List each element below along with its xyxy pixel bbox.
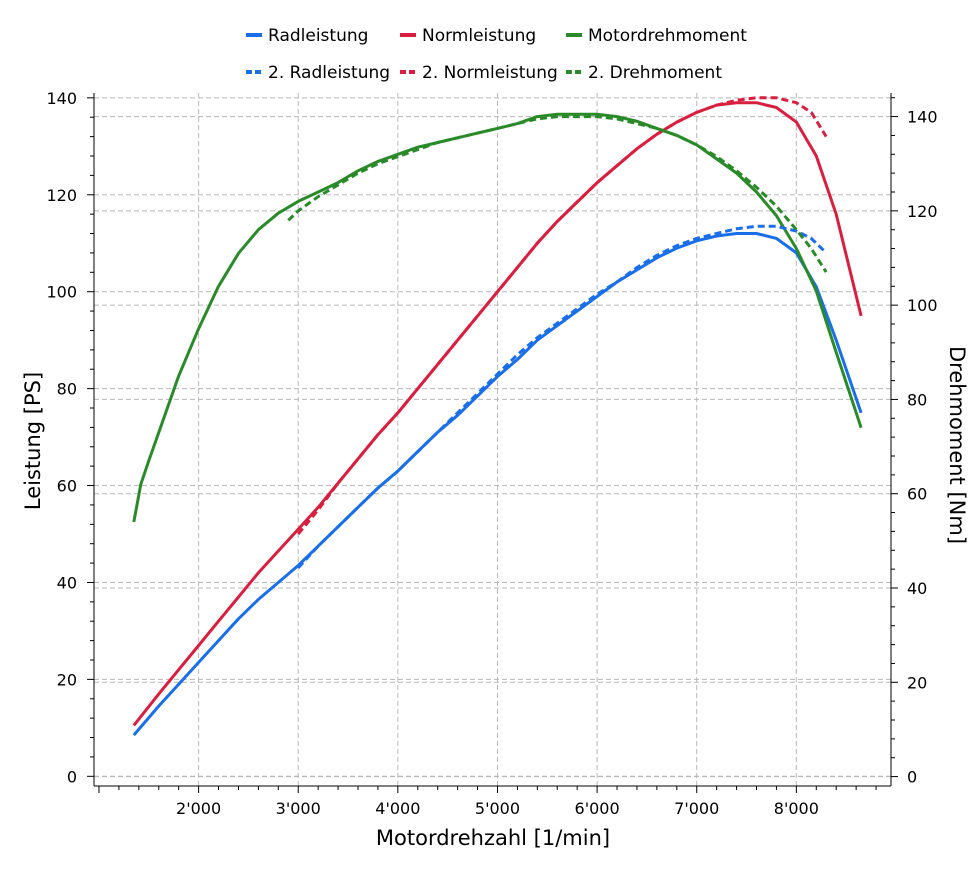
axes: Motordrehzahl [1/min] Leistung [PS] Dreh… — [21, 89, 969, 850]
y-left-tick-label: 20 — [57, 670, 77, 689]
y-axis-left-title: Leistung [PS] — [21, 372, 45, 510]
y-left-tick-label: 60 — [57, 477, 77, 496]
legend-label: 2. Radleistung — [268, 63, 390, 83]
y-right-tick-label: 80 — [907, 390, 927, 409]
y-left-tick-label: 40 — [57, 573, 77, 592]
legend-label: Radleistung — [268, 26, 368, 46]
legend-label: Normleistung — [422, 26, 536, 46]
y-right-tick-label: 120 — [907, 202, 938, 221]
series-line-4 — [297, 96, 828, 535]
y-left-tick-label: 140 — [46, 89, 77, 108]
y-right-tick-label: 60 — [907, 485, 927, 504]
y-right-tick-label: 100 — [907, 296, 938, 315]
y-left-tick-label: 100 — [46, 283, 77, 302]
x-tick-label: 7'000 — [674, 799, 719, 818]
y-left-tick-label: 120 — [46, 186, 77, 205]
series-line-3 — [297, 224, 828, 569]
y-left-tick-label: 80 — [57, 380, 77, 399]
y-right-tick-label: 40 — [907, 579, 927, 598]
series-lines — [132, 96, 863, 737]
series-line-5 — [287, 115, 828, 273]
x-tick-label: 4'000 — [375, 799, 420, 818]
legend-label: 2. Normleistung — [422, 63, 558, 83]
legend-label: 2. Drehmoment — [588, 63, 722, 83]
legend: Radleistung Normleistung Motordrehmoment 2.… — [246, 26, 747, 83]
x-tick-label: 3'000 — [276, 799, 321, 818]
x-axis-title: Motordrehzahl [1/min] — [376, 826, 610, 850]
x-tick-label: 8'000 — [774, 799, 819, 818]
x-tick-label: 2'000 — [176, 799, 221, 818]
y-right-tick-label: 20 — [907, 673, 927, 692]
y-left-tick-label: 0 — [67, 767, 77, 786]
legend-label: Motordrehmoment — [588, 26, 747, 46]
y-right-tick-label: 0 — [907, 768, 917, 787]
grid — [94, 93, 891, 786]
series-line-0 — [132, 232, 863, 737]
y-axis-right-title: Drehmoment [Nm] — [945, 346, 969, 544]
x-tick-label: 6'000 — [575, 799, 620, 818]
y-right-tick-label: 140 — [907, 108, 938, 127]
x-tick-label: 5'000 — [475, 799, 520, 818]
